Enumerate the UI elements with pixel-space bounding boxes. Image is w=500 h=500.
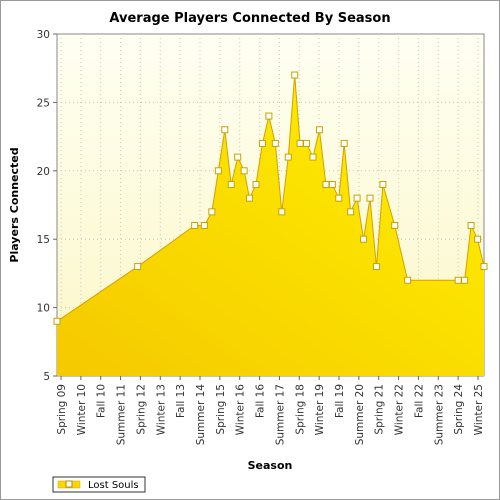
x-tick-label: Spring 24 <box>453 384 465 435</box>
data-point <box>296 139 304 147</box>
data-point <box>221 126 229 134</box>
x-axis-title: Season <box>248 459 293 472</box>
data-point <box>328 180 336 188</box>
data-point <box>200 222 208 230</box>
data-point <box>391 222 399 230</box>
x-tick-label: Winter 25 <box>473 384 485 435</box>
x-tick-label: Spring 12 <box>135 384 147 435</box>
y-tick-label: 10 <box>37 303 50 315</box>
data-point <box>291 71 299 79</box>
x-tick-label: Fall 10 <box>96 384 108 418</box>
data-point <box>372 263 380 271</box>
data-point <box>258 139 266 147</box>
data-point <box>227 180 235 188</box>
y-axis-title: Players Connected <box>8 147 21 262</box>
y-tick-label: 30 <box>37 29 50 41</box>
x-tick-label: Spring 15 <box>215 384 227 435</box>
data-point <box>53 317 61 325</box>
x-tick-label: Winter 19 <box>314 384 326 435</box>
y-tick-label: 15 <box>37 234 50 246</box>
chart-title: Average Players Connected By Season <box>109 11 390 26</box>
data-point <box>467 222 475 230</box>
data-point <box>271 139 279 147</box>
data-point <box>340 139 348 147</box>
data-point <box>252 180 260 188</box>
data-point <box>379 180 387 188</box>
y-axis-ticks: 5 10 15 20 25 30 <box>37 29 57 383</box>
data-point <box>461 276 469 284</box>
data-point <box>208 208 216 216</box>
data-point <box>214 167 222 175</box>
data-point <box>315 126 323 134</box>
data-point <box>480 263 488 271</box>
series-area-fill <box>57 75 484 376</box>
data-point <box>278 208 286 216</box>
legend-label: Lost Souls <box>88 480 139 491</box>
x-tick-label: Winter 13 <box>155 384 167 435</box>
legend: Lost Souls <box>52 476 146 493</box>
data-point <box>322 180 330 188</box>
data-point <box>366 194 374 202</box>
x-tick-label: Fall 16 <box>255 384 267 418</box>
x-tick-label: Fall 13 <box>175 384 187 418</box>
data-point <box>303 139 311 147</box>
data-point <box>234 153 242 161</box>
y-tick-label: 25 <box>37 97 50 109</box>
x-tick-label: Spring 18 <box>294 384 306 435</box>
data-point <box>347 208 355 216</box>
y-tick-label: 20 <box>37 166 50 178</box>
x-tick-label: Summer 11 <box>116 384 128 445</box>
x-tick-label: Summer 14 <box>195 384 207 446</box>
data-point <box>404 276 412 284</box>
data-point <box>191 222 199 230</box>
data-point <box>335 194 343 202</box>
x-tick-label: Summer 17 <box>274 384 286 445</box>
data-point <box>360 235 368 243</box>
data-point <box>134 263 142 271</box>
x-tick-label: Summer 20 <box>354 384 366 445</box>
x-tick-label: Fall 19 <box>334 384 346 418</box>
x-tick-label: Winter 22 <box>394 384 406 435</box>
x-axis-ticks: Spring 09 Winter 10 Fall 10 Summer 11 Spring… <box>56 376 485 445</box>
x-tick-label: Winter 16 <box>235 384 247 436</box>
y-tick-label: 5 <box>43 371 50 383</box>
x-tick-label: Spring 21 <box>374 384 386 435</box>
data-point <box>265 112 273 120</box>
data-point <box>474 235 482 243</box>
x-tick-label: Summer 23 <box>433 384 445 445</box>
data-point <box>284 153 292 161</box>
data-point <box>246 194 254 202</box>
data-point <box>309 153 317 161</box>
data-point <box>240 167 248 175</box>
legend-marker-icon <box>65 480 73 488</box>
data-point <box>353 194 361 202</box>
x-tick-label: Winter 10 <box>76 384 88 435</box>
x-tick-label: Fall 22 <box>413 384 425 418</box>
x-tick-label: Spring 09 <box>56 384 68 435</box>
series-markers <box>53 71 488 325</box>
data-point <box>454 276 462 284</box>
